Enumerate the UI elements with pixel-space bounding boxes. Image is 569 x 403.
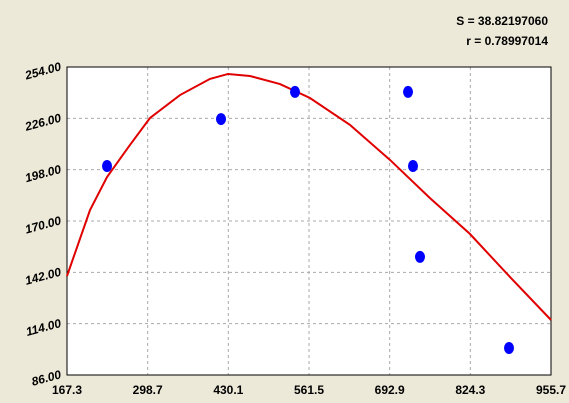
fit-curve bbox=[66, 72, 552, 321]
data-point bbox=[290, 85, 301, 98]
x-tick-label: 167.3 bbox=[52, 383, 82, 397]
y-tick-label: 142.00 bbox=[24, 265, 63, 288]
x-tick-label: 692.9 bbox=[375, 383, 405, 397]
x-tick-label: 824.3 bbox=[455, 383, 485, 397]
data-point bbox=[403, 85, 414, 98]
y-tick-label: 254.00 bbox=[23, 59, 63, 82]
y-tick-label: 114.00 bbox=[24, 316, 63, 339]
annotation: S = 38.82197060 bbox=[456, 14, 548, 28]
x-tick-label: 955.7 bbox=[536, 383, 566, 397]
y-tick-label: 226.00 bbox=[23, 111, 63, 134]
data-point bbox=[216, 113, 227, 126]
y-tick-label: 170.00 bbox=[24, 213, 63, 236]
plot-border bbox=[66, 66, 552, 376]
x-tick-label: 561.5 bbox=[294, 383, 324, 397]
data-point bbox=[414, 250, 425, 263]
data-point bbox=[407, 160, 418, 172]
x-tick-label: 430.1 bbox=[213, 383, 243, 397]
data-point bbox=[504, 342, 515, 355]
annotation: r = 0.78997014 bbox=[466, 34, 548, 48]
y-tick-label: 198.00 bbox=[24, 162, 63, 185]
x-tick-label: 298.7 bbox=[133, 383, 163, 397]
data-point bbox=[102, 160, 113, 172]
